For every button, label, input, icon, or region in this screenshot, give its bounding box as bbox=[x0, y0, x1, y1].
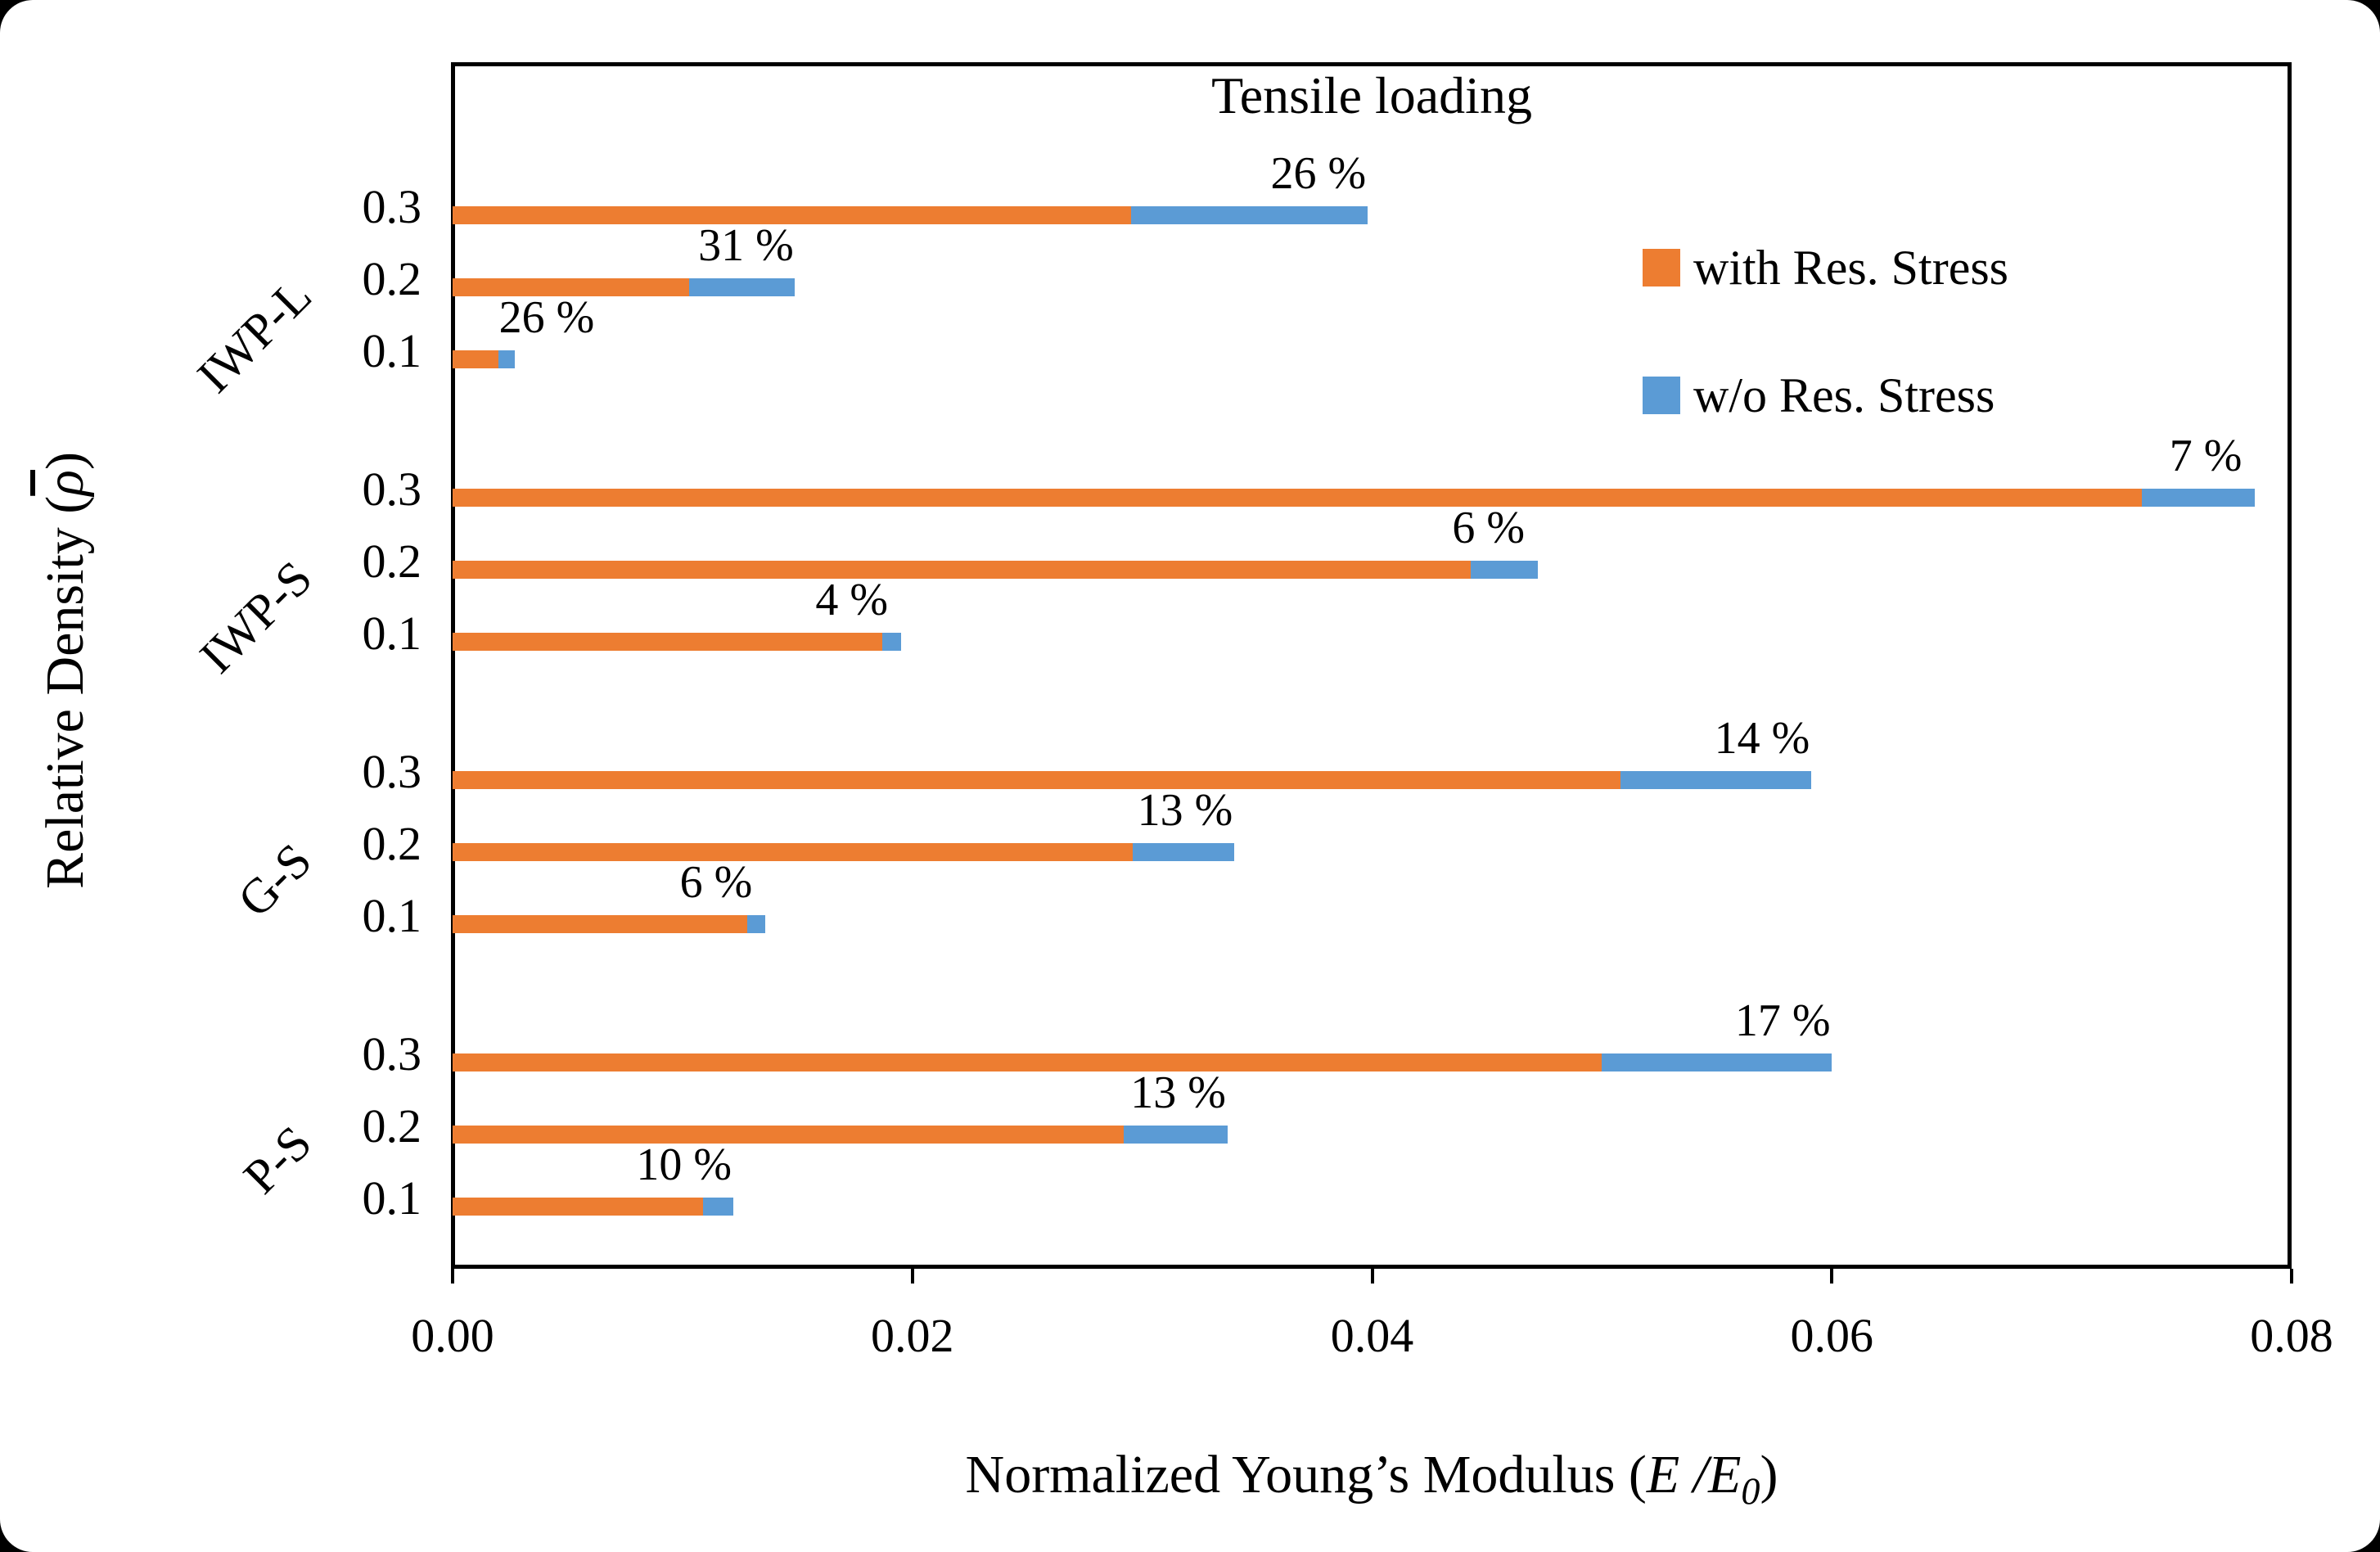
legend-swatch-wo-res-stress bbox=[1643, 377, 1680, 414]
group-label-iwp-l: IWP-L bbox=[187, 268, 322, 404]
bar-percent-label: 26 % bbox=[498, 292, 595, 343]
y-tick-label: 0.1 bbox=[362, 1171, 422, 1225]
x-tick-mark bbox=[1370, 1269, 1374, 1284]
bar-wo-res-stress bbox=[1620, 771, 1811, 789]
x-tick-label: 0.00 bbox=[411, 1309, 494, 1362]
y-tick-label: 0.1 bbox=[362, 889, 422, 942]
bar-percent-label: 31 % bbox=[698, 220, 794, 271]
y-axis-title-close: ) bbox=[35, 452, 95, 471]
bar-with-res-stress bbox=[453, 771, 1620, 789]
bar-with-res-stress bbox=[453, 1126, 1125, 1144]
y-tick-label: 0.3 bbox=[362, 745, 422, 798]
bar-wo-res-stress bbox=[1471, 561, 1538, 579]
y-axis-title-rho-bar: ρ bbox=[35, 470, 95, 496]
x-axis-title-sub0: 0 bbox=[1741, 1470, 1760, 1513]
group-label-iwp-s: IWP-S bbox=[189, 550, 322, 684]
y-tick-label: 0.2 bbox=[362, 252, 422, 305]
bar-wo-res-stress bbox=[498, 350, 515, 368]
legend-label: w/o Res. Stress bbox=[1693, 368, 1995, 422]
bar-wo-res-stress bbox=[1133, 843, 1234, 861]
y-tick-label: 0.3 bbox=[362, 180, 422, 233]
bar-wo-res-stress bbox=[1130, 206, 1368, 224]
y-tick-label: 0.1 bbox=[362, 607, 422, 660]
bar-percent-label: 13 % bbox=[1137, 785, 1233, 836]
bar-with-res-stress bbox=[453, 633, 883, 651]
bar-wo-res-stress bbox=[882, 633, 901, 651]
x-tick-label: 0.06 bbox=[1790, 1309, 1874, 1362]
legend-label: with Res. Stress bbox=[1693, 241, 2009, 295]
bar-percent-label: 13 % bbox=[1130, 1067, 1226, 1118]
y-tick-label: 0.2 bbox=[362, 535, 422, 588]
bar-percent-label: 17 % bbox=[1734, 995, 1831, 1046]
bar-wo-res-stress bbox=[1602, 1053, 1832, 1072]
bar-wo-res-stress bbox=[1124, 1126, 1228, 1144]
chart-title: Tensile loading bbox=[1211, 66, 1532, 124]
bar-percent-label: 10 % bbox=[636, 1139, 732, 1190]
y-tick-label: 0.2 bbox=[362, 1099, 422, 1153]
x-tick-mark bbox=[910, 1269, 914, 1284]
x-axis-title-text: Normalized Young’s Modulus ( bbox=[965, 1445, 1647, 1505]
x-tick-label: 0.04 bbox=[1330, 1309, 1414, 1362]
bar-percent-label: 4 % bbox=[815, 575, 889, 625]
x-tick-label: 0.02 bbox=[871, 1309, 954, 1362]
bar-with-res-stress bbox=[453, 843, 1134, 861]
legend-swatch-with-res-stress bbox=[1643, 249, 1680, 286]
y-axis-title-text: Relative Density ( bbox=[35, 495, 95, 889]
bar-with-res-stress bbox=[453, 1198, 704, 1216]
bar-with-res-stress bbox=[453, 561, 1472, 579]
bar-with-res-stress bbox=[453, 915, 747, 933]
y-axis-title: Relative Density (ρ) bbox=[35, 335, 96, 1006]
bar-wo-res-stress bbox=[703, 1198, 733, 1216]
y-tick-label: 0.2 bbox=[362, 817, 422, 870]
bar-percent-label: 26 % bbox=[1270, 148, 1367, 199]
x-tick-label: 0.08 bbox=[2250, 1309, 2333, 1362]
x-tick-mark bbox=[2290, 1269, 2293, 1284]
legend-entry: with Res. Stress bbox=[1643, 241, 2008, 294]
group-label-g-s: G-S bbox=[228, 832, 322, 927]
bar-with-res-stress bbox=[453, 1053, 1602, 1072]
bar-percent-label: 14 % bbox=[1714, 713, 1810, 764]
x-axis-title-E0: E bbox=[1708, 1445, 1742, 1505]
x-tick-mark bbox=[1830, 1269, 1834, 1284]
bar-with-res-stress bbox=[453, 206, 1131, 224]
bar-percent-label: 7 % bbox=[2169, 431, 2243, 481]
x-tick-mark bbox=[451, 1269, 454, 1284]
bar-with-res-stress bbox=[453, 489, 2143, 507]
bar-with-res-stress bbox=[453, 278, 690, 296]
legend-entry: w/o Res. Stress bbox=[1643, 369, 1995, 422]
bar-wo-res-stress bbox=[2142, 489, 2256, 507]
y-tick-label: 0.1 bbox=[362, 324, 422, 377]
bar-percent-label: 6 % bbox=[679, 857, 753, 908]
x-axis-title-E: E bbox=[1646, 1445, 1680, 1505]
bar-percent-label: 6 % bbox=[1452, 503, 1526, 553]
bar-wo-res-stress bbox=[689, 278, 796, 296]
y-tick-label: 0.3 bbox=[362, 462, 422, 516]
x-axis-title-close: ) bbox=[1760, 1445, 1778, 1505]
group-label-p-s: P-S bbox=[233, 1115, 322, 1204]
x-axis-title: Normalized Young’s Modulus (E /E0) bbox=[881, 1445, 1863, 1522]
bar-wo-res-stress bbox=[746, 915, 765, 933]
y-tick-label: 0.3 bbox=[362, 1027, 422, 1081]
x-axis-title-slash: / bbox=[1679, 1445, 1709, 1505]
bar-with-res-stress bbox=[453, 350, 499, 368]
